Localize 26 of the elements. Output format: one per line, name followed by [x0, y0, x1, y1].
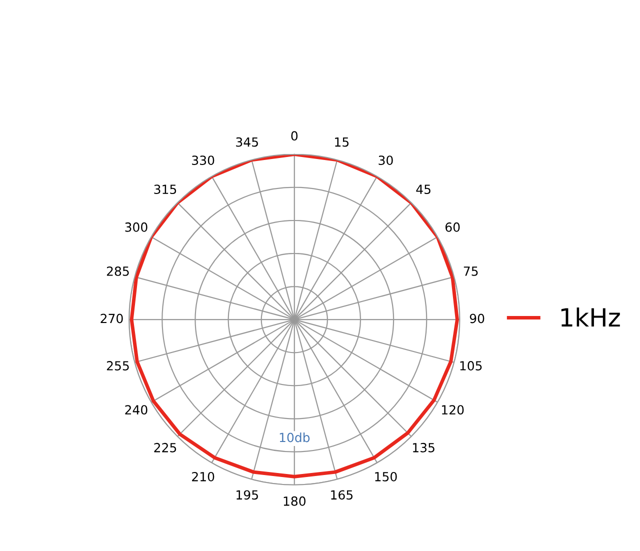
text: 10db [280, 432, 310, 442]
spoke-label: 285 [106, 266, 129, 276]
spoke-label: 210 [192, 472, 214, 482]
spoke-label: 45 [416, 184, 430, 194]
spoke-label: 150 [375, 472, 397, 482]
spoke-label: 135 [413, 442, 434, 452]
legend-label: 1kHz [561, 307, 620, 326]
spoke-label: 345 [236, 137, 258, 147]
spoke-label: 270 [100, 314, 123, 324]
spoke-label: 15 [335, 137, 349, 147]
spoke-label: 30 [378, 156, 393, 166]
spoke-label: 75 [464, 266, 478, 276]
spoke-label: 180 [284, 496, 306, 506]
spoke-label: 60 [446, 222, 460, 232]
spoke-label: 315 [154, 184, 176, 194]
spoke-label: 90 [470, 314, 484, 324]
spoke-label: 255 [106, 361, 129, 370]
spoke-label: 165 [331, 490, 353, 500]
spoke-label: 225 [154, 442, 176, 452]
spoke-label: 0 [291, 131, 298, 141]
spoke-label: 195 [236, 490, 258, 500]
spoke-label: 105 [460, 361, 482, 370]
spoke-label: 300 [125, 222, 148, 232]
spoke-label: 330 [192, 156, 214, 166]
spoke-label: 120 [442, 405, 464, 415]
spoke-label: 240 [125, 405, 148, 415]
